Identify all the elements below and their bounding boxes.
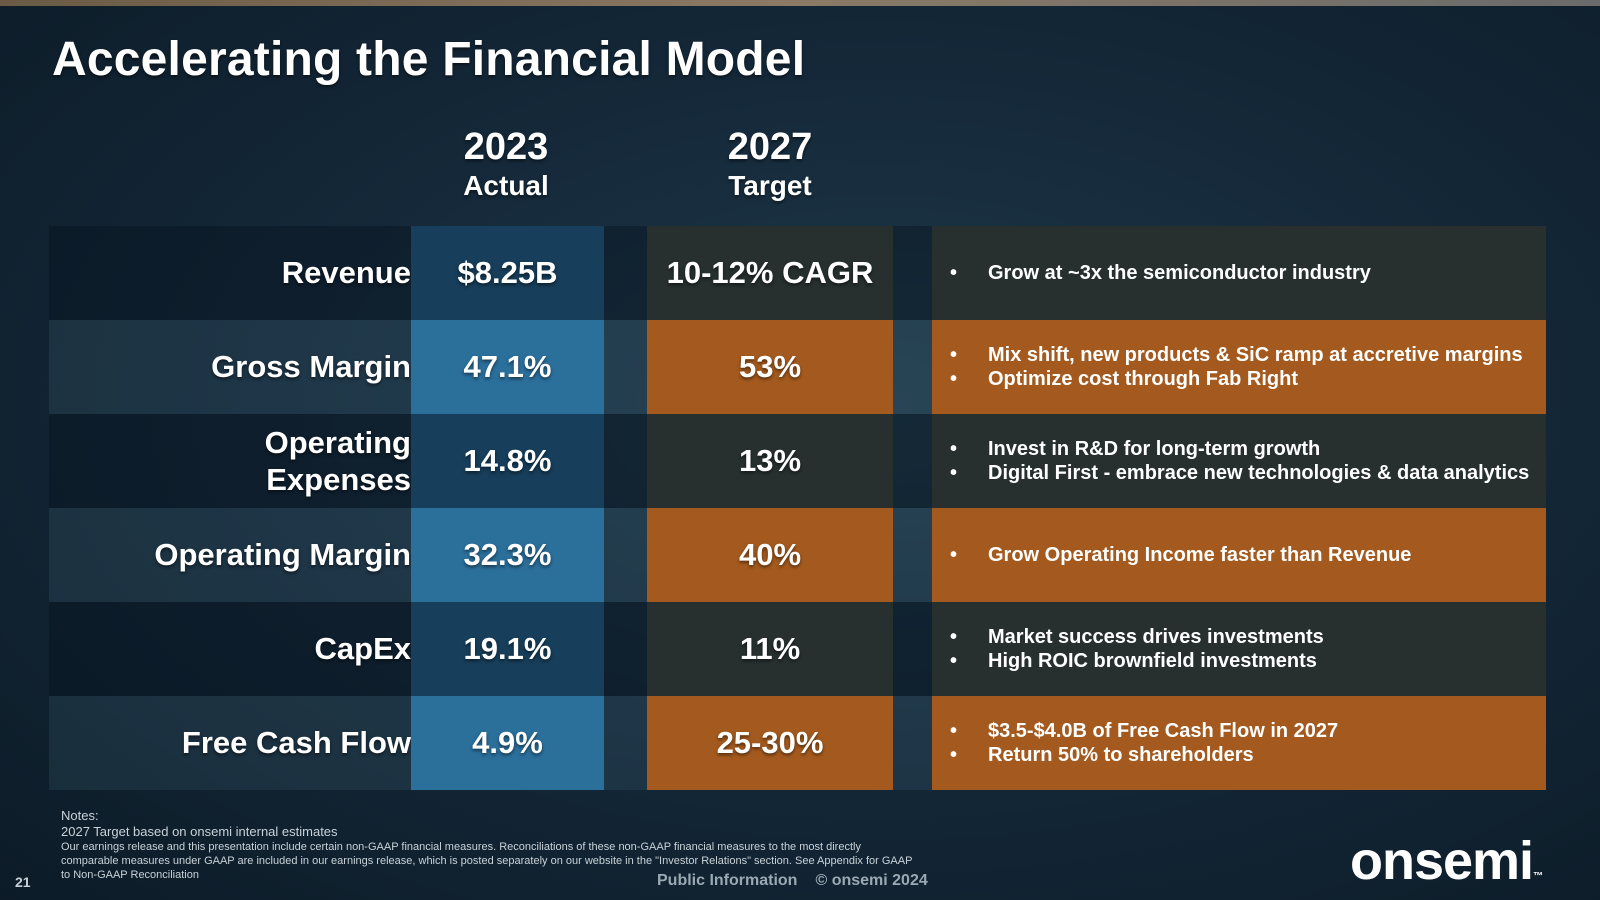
classification-label: Public Information [657,872,798,889]
page-number: 21 [15,874,31,890]
note-item: Mix shift, new products & SiC ramp at ac… [950,343,1523,367]
notes-cell: $3.5-$4.0B of Free Cash Flow in 2027 Ret… [932,696,1546,790]
table-row-operating-margin: Operating Margin 32.3% 40% Grow Operatin… [49,508,1546,602]
note-item: High ROIC brownfield investments [950,649,1324,673]
table-row-revenue: Revenue $8.25B 10-12% CAGR Grow at ~3x t… [49,226,1546,320]
copyright-label: © onsemi 2024 [815,872,928,889]
target-value: 10-12% CAGR [647,226,893,320]
table-row-free-cash-flow: Free Cash Flow 4.9% 25-30% $3.5-$4.0B of… [49,696,1546,790]
metric-label: Free Cash Flow [181,725,411,761]
target-label: Target [728,169,812,201]
notes-cell: Mix shift, new products & SiC ramp at ac… [932,320,1546,414]
note-item: Invest in R&D for long-term growth [950,437,1529,461]
onsemi-logo: onsemi™ [1350,834,1543,888]
note-item: Grow Operating Income faster than Revenu… [950,543,1411,567]
notes-list: Invest in R&D for long-term growth Digit… [950,437,1529,485]
notes-cell: Grow at ~3x the semiconductor industry [932,226,1546,320]
notes-cell: Market success drives investments High R… [932,602,1546,696]
table-row-operating-expenses: Operating Expenses 14.8% 13% Invest in R… [49,414,1546,508]
column-header-actual: 2023 Actual [406,126,606,202]
top-accent-bar [0,0,1600,6]
target-value: 13% [647,414,893,508]
column-header-target: 2027 Target [670,126,870,202]
notes-cell: Grow Operating Income faster than Revenu… [932,508,1546,602]
metric-label: Revenue [281,255,411,291]
notes-list: $3.5-$4.0B of Free Cash Flow in 2027 Ret… [950,719,1338,767]
actual-value: 47.1% [411,320,604,414]
target-value: 25-30% [647,696,893,790]
note-item: Return 50% to shareholders [950,743,1338,767]
footnote-line: Our earnings release and this presentati… [61,841,913,881]
notes-list: Market success drives investments High R… [950,625,1324,673]
logo-trademark: ™ [1533,871,1544,882]
metric-label: Operating Expenses [49,414,411,508]
financial-model-table: Revenue $8.25B 10-12% CAGR Grow at ~3x t… [49,226,1546,790]
actual-value: 14.8% [411,414,604,508]
target-value: 11% [647,602,893,696]
note-item: $3.5-$4.0B of Free Cash Flow in 2027 [950,719,1338,743]
actual-value: 4.9% [411,696,604,790]
metric-label: Gross Margin [211,349,411,385]
slide-title: Accelerating the Financial Model [52,33,806,86]
note-item: Grow at ~3x the semiconductor industry [950,261,1371,285]
footer-center: Public Information © onsemi 2024 [657,872,928,890]
metric-label: CapEx [314,631,411,667]
actual-year: 2023 [463,126,549,168]
notes-list: Mix shift, new products & SiC ramp at ac… [950,343,1523,391]
table-row-gross-margin: Gross Margin 47.1% 53% Mix shift, new pr… [49,320,1546,414]
target-value: 40% [647,508,893,602]
note-item: Market success drives investments [950,625,1324,649]
notes-list: Grow at ~3x the semiconductor industry [950,261,1371,285]
metric-label: Operating Margin [154,537,411,573]
notes-cell: Invest in R&D for long-term growth Digit… [932,414,1546,508]
note-item: Optimize cost through Fab Right [950,367,1523,391]
footnotes-heading: Notes: [61,808,99,823]
notes-list: Grow Operating Income faster than Revenu… [950,543,1411,567]
note-item: Digital First - embrace new technologies… [950,461,1529,485]
logo-text: onsemi [1350,831,1534,891]
metric-label-text: Operating Expenses [264,424,411,497]
target-value: 53% [647,320,893,414]
actual-value: $8.25B [411,226,604,320]
actual-label: Actual [463,169,549,201]
actual-value: 32.3% [411,508,604,602]
actual-value: 19.1% [411,602,604,696]
footnote-line: 2027 Target based on onsemi internal est… [61,824,338,839]
target-year: 2027 [727,126,813,168]
table-row-capex: CapEx 19.1% 11% Market success drives in… [49,602,1546,696]
footnotes: Notes: 2027 Target based on onsemi inter… [61,808,921,882]
